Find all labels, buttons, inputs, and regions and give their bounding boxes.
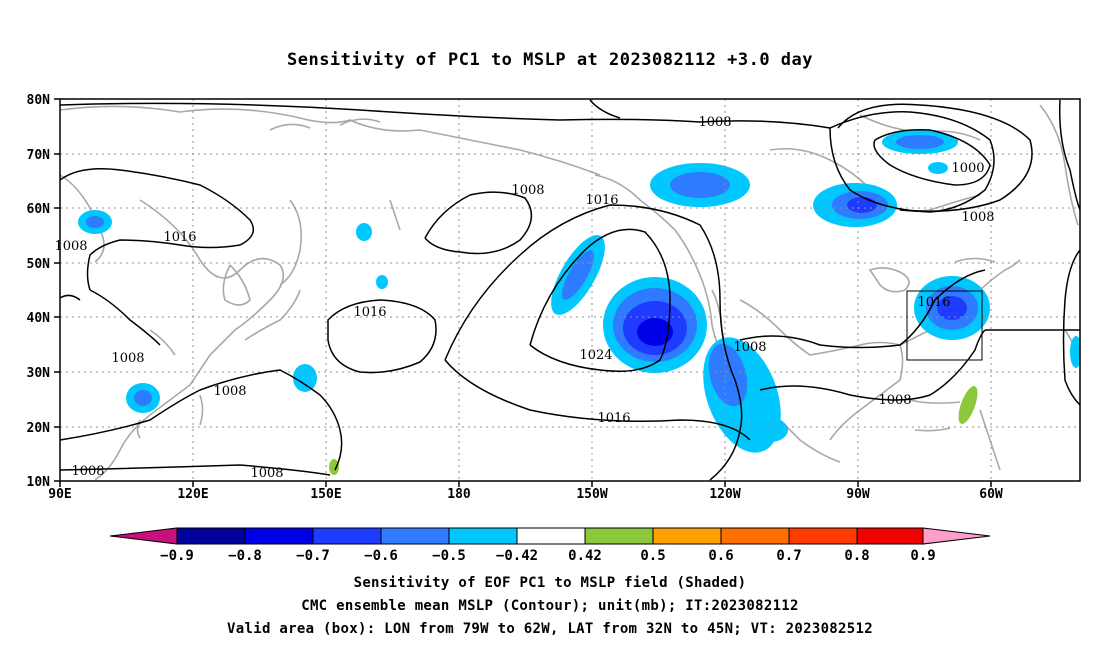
- contour-labels: 1008 1016 1008 1016 1000 1008 1008 1016 …: [54, 115, 994, 481]
- colorbar-label: −0.42: [496, 548, 538, 564]
- colorbar-label: 0.6: [708, 548, 733, 564]
- lon-labels: 90E 120E 150E 180 150W 120W 90W 60W: [48, 487, 1003, 502]
- lon-label: 60W: [979, 487, 1003, 502]
- colorbar-box: [788, 527, 858, 545]
- contour-label: 1008: [878, 393, 911, 408]
- colorbar-box: [856, 527, 924, 545]
- colorbar-label: −0.5: [432, 548, 466, 564]
- colorbar-label: 0.7: [776, 548, 801, 564]
- lat-label: 80N: [27, 93, 51, 108]
- contour-label: 1016: [353, 305, 386, 320]
- colorbar-label: −0.9: [160, 548, 194, 564]
- lat-label: 30N: [27, 366, 51, 381]
- colorbar-label: 0.5: [640, 548, 665, 564]
- contour-label: 1008: [213, 384, 246, 399]
- colorbar: −0.9 −0.8 −0.7 −0.6 −0.5 −0.42 0.42 0.5 …: [109, 527, 991, 564]
- contour-label: 1016: [917, 295, 950, 310]
- colorbar-label: 0.8: [844, 548, 869, 564]
- lat-label: 20N: [27, 421, 51, 436]
- contour-label: 1024: [579, 348, 612, 363]
- colorbar-high-extend: [922, 527, 991, 545]
- colorbar-label: 0.42: [568, 548, 602, 564]
- colorbar-box: [448, 527, 518, 545]
- sensitivity-shading: [78, 130, 1080, 475]
- caption-shaded: Sensitivity of EOF PC1 to MSLP field (Sh…: [353, 575, 747, 591]
- contour-label: 1016: [585, 193, 618, 208]
- contour-label: 1016: [597, 411, 630, 426]
- lat-lon-grid: [60, 99, 1080, 481]
- colorbar-box: [516, 527, 586, 545]
- contour-label: 1008: [698, 115, 731, 130]
- contour-label: 1016: [163, 230, 196, 245]
- lon-label: 120E: [177, 487, 208, 502]
- contour-label: 1008: [111, 351, 144, 366]
- valid-area-box: [906, 290, 983, 361]
- colorbar-box: [720, 527, 790, 545]
- contour-label: 1008: [250, 466, 283, 481]
- lat-label: 50N: [27, 257, 51, 272]
- lon-label: 180: [447, 487, 471, 502]
- contour-label: 1008: [961, 210, 994, 225]
- caption-contour: CMC ensemble mean MSLP (Contour); unit(m…: [301, 598, 799, 614]
- lat-labels: 80N 70N 60N 50N 40N 30N 20N 10N: [27, 93, 51, 490]
- contour-label: 1008: [71, 464, 104, 479]
- colorbar-box: [652, 527, 722, 545]
- lat-label: 70N: [27, 148, 51, 163]
- lon-label: 90E: [48, 487, 71, 502]
- map-frame: [59, 98, 1081, 482]
- colorbar-box: [380, 527, 450, 545]
- lat-label: 60N: [27, 202, 51, 217]
- axis-ticks: [54, 98, 992, 487]
- mslp-contours: [60, 99, 1080, 481]
- lon-label: 150W: [576, 487, 607, 502]
- lon-label: 150E: [310, 487, 341, 502]
- chart-title: Sensitivity of PC1 to MSLP at 2023082112…: [286, 50, 813, 70]
- contour-label: 1008: [54, 239, 87, 254]
- lat-label: 10N: [27, 475, 51, 490]
- colorbar-box: [312, 527, 382, 545]
- colorbar-box: [584, 527, 654, 545]
- lon-label: 90W: [846, 487, 870, 502]
- colorbar-label: −0.7: [296, 548, 330, 564]
- contour-label: 1000: [951, 161, 984, 176]
- colorbar-label: 0.9: [910, 548, 935, 564]
- lon-label: 120W: [709, 487, 740, 502]
- colorbar-label: −0.8: [228, 548, 262, 564]
- colorbar-low-extend: [109, 527, 178, 545]
- colorbar-box: [176, 527, 246, 545]
- lat-label: 40N: [27, 311, 51, 326]
- colorbar-box: [244, 527, 314, 545]
- contour-label: 1008: [733, 340, 766, 355]
- colorbar-label: −0.6: [364, 548, 398, 564]
- caption-valid-area: Valid area (box): LON from 79W to 62W, L…: [227, 621, 873, 637]
- contour-label: 1008: [511, 183, 544, 198]
